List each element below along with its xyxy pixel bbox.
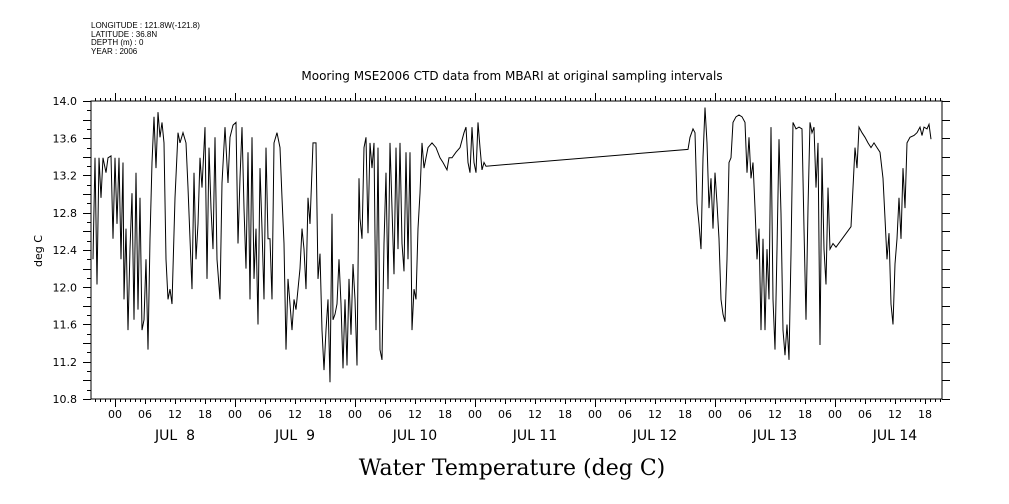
- x-tick-label: 18: [918, 408, 932, 421]
- x-axis-title: Water Temperature (deg C): [359, 456, 666, 481]
- x-tick-label: 12: [888, 408, 902, 421]
- x-tick-label: 06: [138, 408, 152, 421]
- day-label: JUL 9: [274, 428, 315, 444]
- metadata-block: LONGITUDE : 121.8W(-121.8) LATITUDE : 36…: [91, 21, 200, 56]
- temperature-series-line: [92, 107, 932, 383]
- latitude-label: LATITUDE : 36.8N: [91, 29, 158, 39]
- x-tick-label: 18: [318, 408, 332, 421]
- day-label: JUL 12: [632, 428, 677, 444]
- day-label: JUL 10: [392, 428, 437, 444]
- y-axis-title: deg C: [32, 235, 45, 267]
- x-tick-label: 18: [198, 408, 212, 421]
- depth-label: DEPTH (m) : 0: [91, 38, 144, 48]
- x-tick-label: 06: [498, 408, 512, 421]
- x-tick-label: 00: [708, 408, 722, 421]
- y-tick-label: 12.0: [53, 281, 78, 294]
- x-tick-label: 06: [858, 408, 872, 421]
- x-tick-label: 00: [588, 408, 602, 421]
- y-tick-label: 13.6: [53, 132, 78, 145]
- x-tick-label: 12: [528, 408, 542, 421]
- y-tick-label: 11.2: [53, 356, 78, 369]
- x-tick-label: 00: [228, 408, 242, 421]
- x-tick-label: 12: [768, 408, 782, 421]
- longitude-label: LONGITUDE : 121.8W(-121.8): [91, 21, 200, 30]
- x-tick-label: 06: [618, 408, 632, 421]
- y-tick-label: 13.2: [53, 170, 78, 183]
- x-tick-label: 06: [258, 408, 272, 421]
- y-tick-label: 12.4: [53, 244, 78, 257]
- x-tick-label: 18: [558, 408, 572, 421]
- x-tick-label: 00: [348, 408, 362, 421]
- y-tick-label: 10.8: [53, 393, 78, 406]
- year-label: YEAR : 2006: [91, 46, 138, 56]
- day-label: JUL 11: [512, 428, 557, 444]
- x-tick-label: 00: [108, 408, 122, 421]
- day-label: JUL 13: [752, 428, 797, 444]
- x-tick-label: 12: [288, 408, 302, 421]
- x-tick-label: 00: [468, 408, 482, 421]
- y-tick-label: 11.6: [53, 319, 78, 332]
- chart-title: Mooring MSE2006 CTD data from MBARI at o…: [301, 69, 722, 83]
- y-tick-label: 14.0: [53, 95, 78, 108]
- x-tick-label: 06: [738, 408, 752, 421]
- x-tick-label: 12: [408, 408, 422, 421]
- y-tick-label: 12.8: [53, 207, 78, 220]
- x-tick-label: 06: [378, 408, 392, 421]
- x-tick-label: 12: [168, 408, 182, 421]
- x-tick-label: 18: [798, 408, 812, 421]
- day-label: JUL 14: [872, 428, 918, 444]
- day-label: JUL 8: [154, 428, 195, 444]
- x-tick-label: 18: [678, 408, 692, 421]
- x-tick-label: 18: [438, 408, 452, 421]
- x-tick-label: 00: [828, 408, 842, 421]
- x-tick-label: 12: [648, 408, 662, 421]
